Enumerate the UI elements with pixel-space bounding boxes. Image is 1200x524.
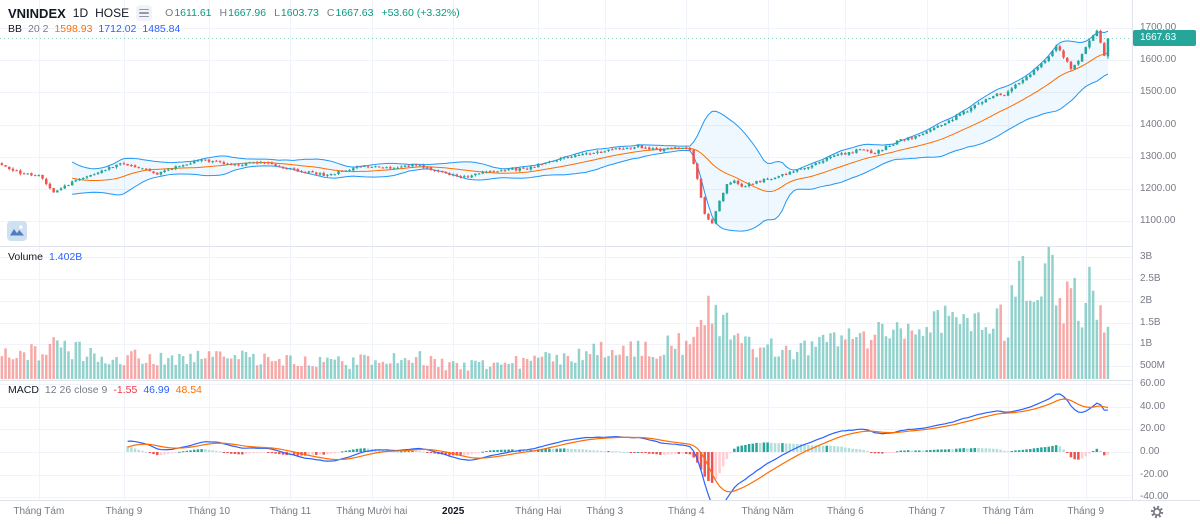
low-label: L [274,7,280,19]
time-axis-label: Tháng 10 [187,506,231,517]
axis-tick-label: 1400.00 [1140,118,1177,130]
high-pair: H 1667.96 [220,7,267,19]
high-label: H [219,7,228,19]
time-scale[interactable]: Tháng Tám Tháng 9 Tháng 10 Tháng 11 Tháng Mư… [0,501,1200,524]
macd-signal-value: 48.54 [175,384,202,396]
settings-gear-icon[interactable] [1150,505,1164,519]
symbol-name[interactable]: VNINDEX [8,5,66,21]
macd-indicator-legend[interactable]: MACD 12 26 close 9 -1.55 46.99 48.54 [8,384,202,396]
bb-lower-value: 1485.84 [142,23,181,35]
axis-tick-label: 1700.00 [1140,22,1177,33]
change-value: +53.60 (+3.32%) [381,7,460,19]
bb-indicator-legend[interactable]: BB 20 2 1598.93 1712.02 1485.84 [8,23,180,35]
time-axis-label: Tháng 9 [1067,506,1105,517]
menu-bar-line [139,8,150,11]
last-price-tag: 1667.63 [1133,30,1196,47]
time-axis-label: Tháng Tám [13,506,65,517]
symbol-detail-icon[interactable] [136,5,153,21]
time-axis-label: Tháng Mười hai [336,506,408,517]
axis-tick-label: 1B [1140,338,1153,350]
close-label: C [326,7,335,19]
time-axis-label: Tháng 6 [826,506,864,517]
time-axis-label: Tháng 3 [586,506,624,517]
axis-tick-label: 1300.00 [1140,150,1177,162]
macd-line-value: 46.99 [143,384,170,396]
menu-bar-line [139,15,150,18]
bb-basis-value: 1598.93 [54,23,93,35]
time-axis-label: Tháng 7 [908,506,946,517]
time-axis-label: Tháng 11 [269,506,312,517]
time-axis-label: Tháng 9 [105,506,143,517]
menu-bar-line [139,12,150,14]
volume-value: 1.402B [49,251,83,263]
axis-tick-label: 60.00 [1140,378,1166,390]
open-pair: O 1611.61 [165,7,211,19]
axis-tick-label: 1100.00 [1140,215,1176,226]
axis-tick-label: 2.5B [1140,272,1161,284]
axis-tick-label: -40.00 [1140,491,1169,503]
close-pair: C 1667.63 [327,7,374,19]
time-axis-label: Tháng Năm [741,506,794,517]
price-scale[interactable]: 1700.00 1600.00 1500.00 1400.00 1300.00 1200.… [1132,0,1200,503]
axis-tick-label: 1500.00 [1140,86,1177,98]
price-axis-separator [1132,0,1133,500]
bb-name: BB [8,23,23,35]
close-value: 1667.63 [335,7,374,19]
axis-tick-label: 1.5B [1140,316,1161,328]
axis-tick-label: 1200.00 [1140,182,1177,194]
axis-tick-label: 40.00 [1140,400,1166,412]
ohlc-values: O 1611.61 H 1667.96 L 1603.73 C 1667.63 +53.… [165,7,460,19]
open-value: 1611.61 [174,7,212,19]
volume-indicator-legend[interactable]: Volume 1.402B [8,251,82,263]
exchange-name[interactable]: HOSE [95,6,130,20]
volume-name: Volume [8,251,44,263]
macd-params: 12 26 close 9 [44,384,108,396]
time-axis-label: Tháng Tám [982,506,1034,517]
macd-histogram-value: -1.55 [113,384,138,396]
time-axis-label: 2025 [442,506,465,517]
bb-params: 20 2 [28,23,49,35]
low-value: 1603.73 [280,7,319,19]
pane-separator-volume[interactable] [0,246,1132,247]
high-value: 1667.96 [228,7,267,19]
axis-tick-label: 2B [1140,294,1153,306]
time-axis-separator [0,500,1200,501]
axis-tick-label: 0.00 [1140,446,1160,457]
interval-value[interactable]: 1D [72,6,89,20]
axis-tick-label: -20.00 [1140,468,1169,480]
axis-tick-label: 3B [1140,251,1153,262]
axis-tick-label: 20.00 [1140,423,1166,435]
low-pair: L 1603.73 [274,7,319,19]
bb-upper-value: 1712.02 [98,23,137,35]
axis-tick-label: 1600.00 [1140,54,1177,66]
macd-name: MACD [8,384,39,396]
axis-tick-label: 500M [1140,360,1166,372]
main-legend: VNINDEX 1D HOSE O 1611.61 H 1667.96 L 1603.… [8,5,460,21]
time-axis-label: Tháng Hai [515,506,562,517]
pane-separator-macd[interactable] [0,380,1132,381]
symbol-logo-icon [7,221,27,241]
time-axis-label: Tháng 4 [667,506,705,517]
open-label: O [165,7,174,19]
